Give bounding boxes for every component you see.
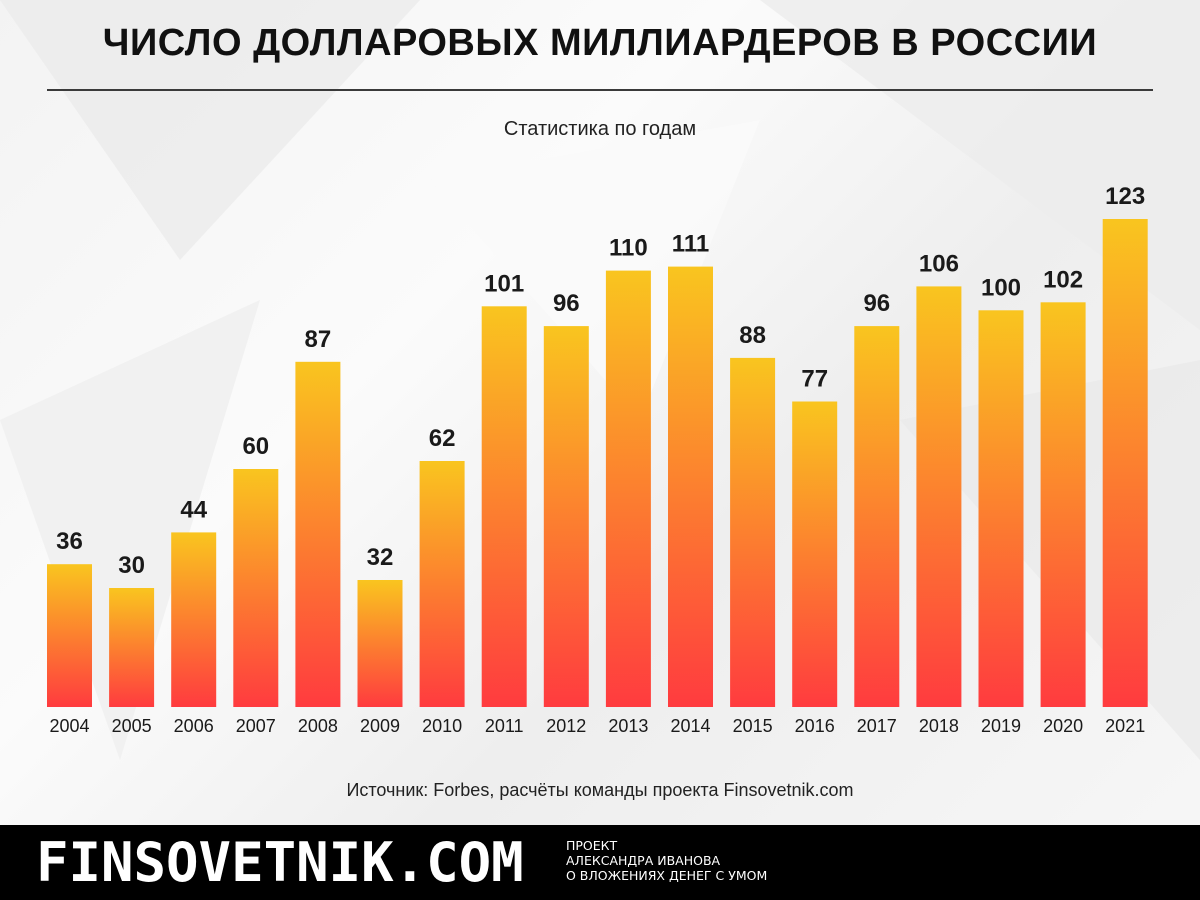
value-label-2009: 32 [367,544,394,571]
bar-2013 [605,270,651,707]
x-tick-label-2017: 2017 [857,716,897,736]
value-label-2005: 30 [118,552,145,579]
x-tick-label-2016: 2016 [795,716,835,736]
bar-2018 [916,286,962,707]
bar-2017 [854,326,900,707]
x-tick-label-2007: 2007 [236,716,276,736]
tagline-line: ПРОЕКТ [566,838,618,853]
x-tick-label-2012: 2012 [546,716,586,736]
tagline-line: АЛЕКСАНДРА ИВАНОВА [566,853,721,868]
x-tick-label-2013: 2013 [608,716,648,736]
brand-logo-text[interactable]: FINSOVETNIK.COM [36,831,524,894]
value-label-2013: 110 [609,235,648,262]
value-label-2010: 62 [429,425,456,452]
bar-2019 [978,310,1024,707]
value-label-2015: 88 [739,322,766,349]
page-title: ЧИСЛО ДОЛЛАРОВЫХ МИЛЛИАРДЕРОВ В РОССИИ [102,22,1098,64]
bar-2012 [543,326,589,707]
x-tick-label-2006: 2006 [174,716,214,736]
x-tick-label-2009: 2009 [360,716,400,736]
bar-2006 [171,532,217,707]
tagline-line: О ВЛОЖЕНИЯХ ДЕНЕГ С УМОМ [566,868,768,883]
x-tick-label-2020: 2020 [1043,716,1083,736]
bar-2009 [357,580,403,707]
x-tick-label-2014: 2014 [670,716,710,736]
chart-subtitle: Статистика по годам [503,118,697,140]
bar-2004 [47,564,92,707]
x-tick-label-2021: 2021 [1105,716,1145,736]
bar-chart: 36 2004 30 2005 44 2006 60 2007 87 2008 32 2009 62 20… [47,183,1148,736]
value-label-2006: 44 [180,496,207,523]
bar-2010 [419,461,465,707]
x-tick-label-2018: 2018 [919,716,959,736]
value-label-2020: 102 [1043,266,1083,293]
bar-2005 [109,588,155,707]
value-label-2011: 101 [484,270,524,297]
value-label-2017: 96 [863,290,890,317]
bar-2021 [1102,219,1148,707]
value-label-2016: 77 [801,366,828,393]
footer-banner: FINSOVETNIK.COM ПРОЕКТ АЛЕКСАНДРА ИВАНОВ… [0,825,1200,900]
x-tick-label-2019: 2019 [981,716,1021,736]
value-label-2004: 36 [56,528,83,555]
value-label-2007: 60 [242,433,269,460]
bar-2011 [481,306,527,707]
x-tick-label-2010: 2010 [422,716,462,736]
x-tick-label-2015: 2015 [733,716,773,736]
source-note: Источник: Forbes, расчёты команды проект… [346,780,854,800]
value-label-2008: 87 [305,326,332,353]
bar-2007 [233,469,279,707]
value-label-2018: 106 [919,250,959,277]
value-label-2021: 123 [1105,183,1145,210]
x-tick-label-2004: 2004 [49,716,89,736]
x-tick-label-2011: 2011 [485,716,524,736]
bar-2020 [1040,302,1086,707]
bar-2008 [295,361,341,707]
x-tick-label-2008: 2008 [298,716,338,736]
bar-2015 [730,357,776,707]
x-tick-label-2005: 2005 [112,716,152,736]
value-label-2019: 100 [981,274,1021,301]
value-label-2014: 111 [672,231,709,258]
bar-2016 [792,401,838,707]
title-divider [47,89,1153,91]
value-label-2012: 96 [553,290,580,317]
brand-tagline: ПРОЕКТ АЛЕКСАНДРА ИВАНОВА О ВЛОЖЕНИЯХ ДЕ… [566,838,767,883]
bar-2014 [668,266,713,707]
